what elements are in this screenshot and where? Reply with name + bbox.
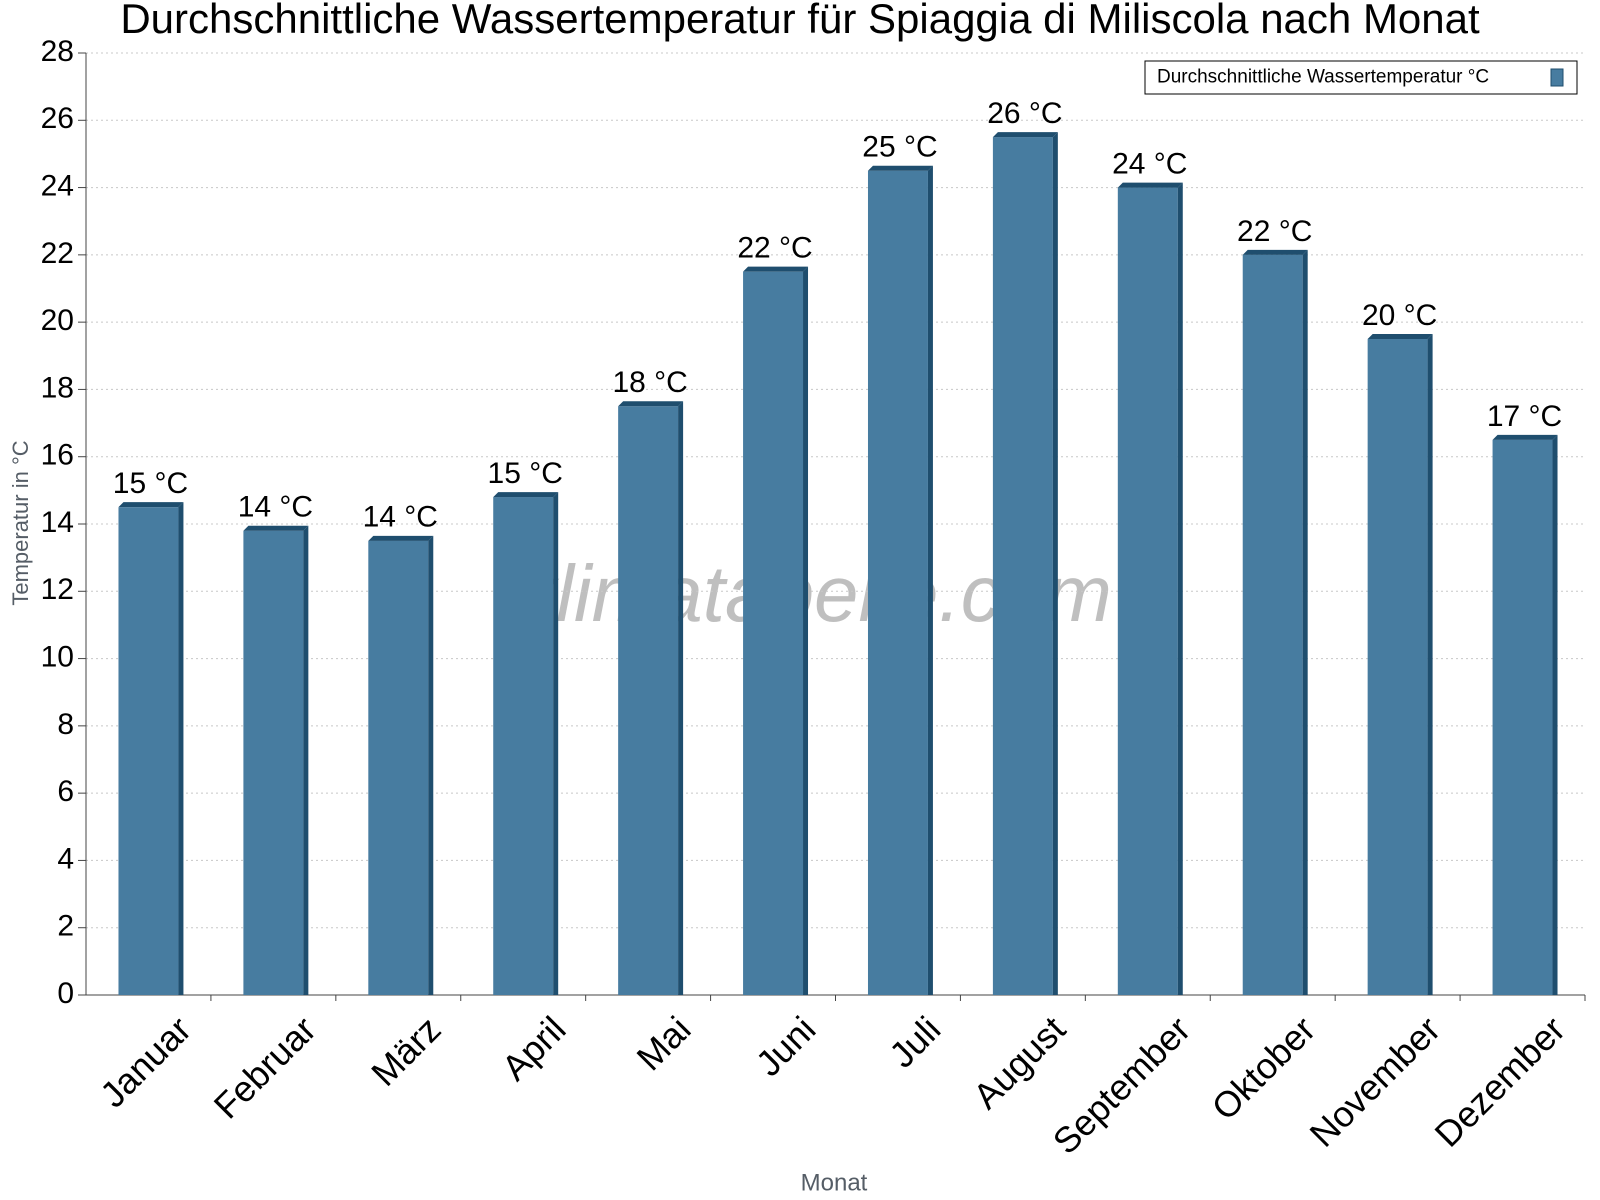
value-label: 26 °C <box>987 97 1062 130</box>
bar-top <box>493 492 559 498</box>
bar <box>743 271 804 995</box>
value-label: 24 °C <box>1112 147 1187 180</box>
bar <box>493 497 554 995</box>
y-tick-label: 0 <box>57 977 74 1010</box>
y-tick-label: 18 <box>41 371 74 404</box>
value-label: 20 °C <box>1362 299 1437 332</box>
bar-side <box>428 535 434 995</box>
y-tick-label: 14 <box>41 506 74 539</box>
bar-side <box>1427 333 1433 995</box>
bar-side <box>303 525 309 995</box>
bar <box>243 530 304 995</box>
bar-side <box>178 502 184 995</box>
bar-top <box>118 502 184 508</box>
bar-side <box>1552 434 1558 996</box>
bar <box>1492 439 1553 996</box>
legend-box <box>1144 60 1578 95</box>
bar-top <box>1242 249 1308 255</box>
bar-top <box>1492 434 1558 440</box>
value-label: 17 °C <box>1487 400 1562 433</box>
bar <box>368 540 429 995</box>
y-tick-label: 4 <box>57 842 74 875</box>
bar-top <box>867 165 933 171</box>
x-axis-title: Monat <box>801 1169 868 1196</box>
bar-side <box>678 401 684 995</box>
y-tick-label: 24 <box>41 169 74 202</box>
y-tick-label: 20 <box>41 304 74 337</box>
bar <box>867 170 928 995</box>
bar-top <box>992 132 1058 138</box>
bar-side <box>1177 182 1183 996</box>
y-tick-label: 12 <box>41 573 74 606</box>
chart-title: Durchschnittliche Wassertemperatur für S… <box>120 0 1480 42</box>
y-tick-label: 8 <box>57 708 74 741</box>
bar-side <box>803 266 809 995</box>
bar-top <box>243 525 309 531</box>
bar <box>1367 338 1428 995</box>
bar <box>992 137 1053 995</box>
bar <box>1117 187 1178 996</box>
bar-side <box>553 492 559 995</box>
bar-side <box>927 165 933 995</box>
y-tick-label: 2 <box>57 910 74 943</box>
bar-side <box>1052 132 1058 995</box>
legend-label: Durchschnittliche Wassertemperatur °C <box>1157 67 1489 88</box>
value-label: 22 °C <box>737 232 812 265</box>
bar-top <box>368 535 434 541</box>
value-label: 14 °C <box>238 491 313 524</box>
bar <box>118 507 179 995</box>
bar-top <box>743 266 809 272</box>
value-label: 15 °C <box>488 457 563 490</box>
bar-top <box>1367 333 1433 339</box>
y-tick-label: 28 <box>41 35 74 68</box>
value-label: 25 °C <box>862 131 937 164</box>
value-label: 14 °C <box>363 501 438 534</box>
bar <box>618 406 679 995</box>
legend-swatch <box>1550 68 1564 87</box>
y-tick-label: 10 <box>41 640 74 673</box>
y-tick-label: 6 <box>57 775 74 808</box>
y-axis-title: Temperatur in °C <box>8 440 33 605</box>
y-tick-label: 22 <box>41 237 74 270</box>
y-tick-label: 26 <box>41 102 74 135</box>
value-label: 18 °C <box>612 366 687 399</box>
bar-side <box>1302 249 1308 995</box>
bar-top <box>1117 182 1183 188</box>
bar-top <box>618 401 684 407</box>
bar <box>1242 254 1303 995</box>
value-label: 22 °C <box>1237 215 1312 248</box>
y-tick-label: 16 <box>41 439 74 472</box>
value-label: 15 °C <box>113 467 188 500</box>
